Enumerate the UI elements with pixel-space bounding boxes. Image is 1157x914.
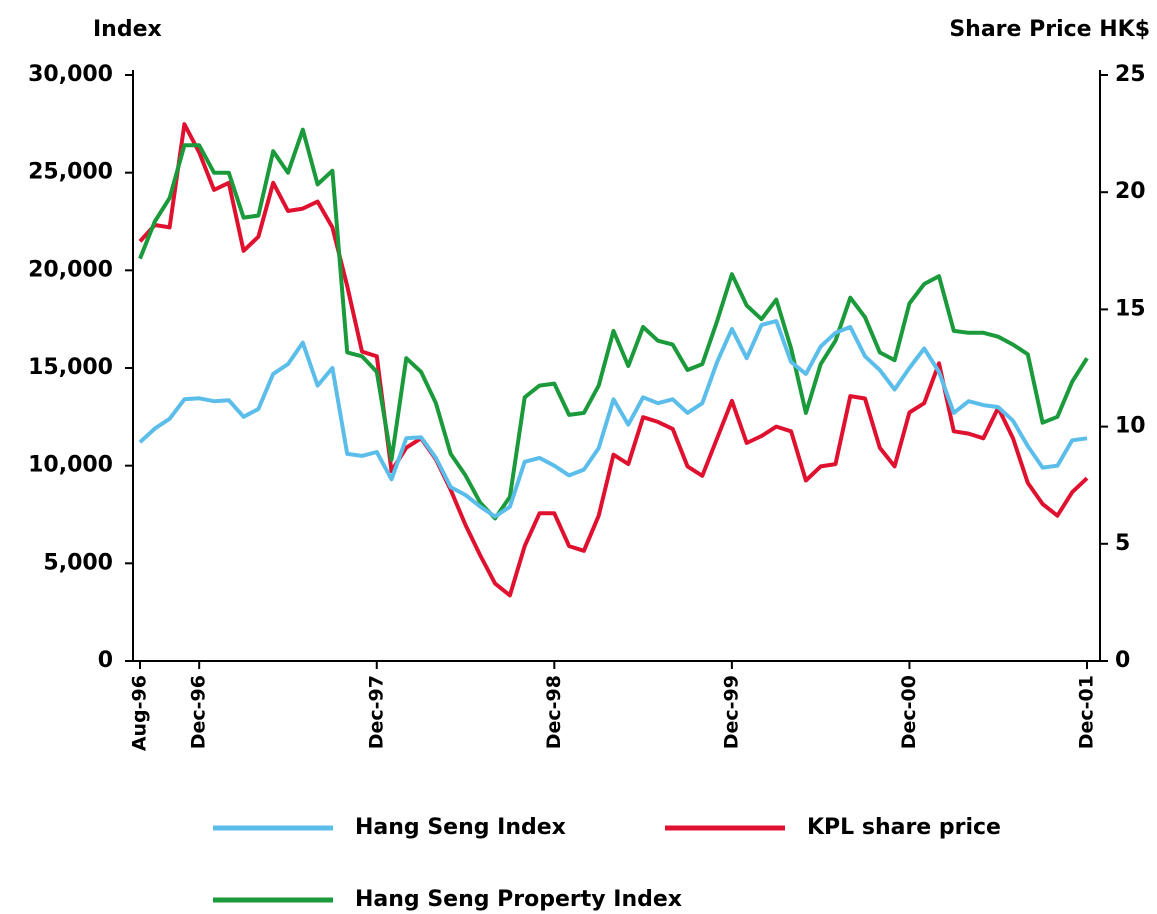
y2-tick-label: 0	[1115, 648, 1130, 673]
y-tick-label: 25,000	[28, 160, 113, 185]
y-tick-label: 10,000	[28, 453, 113, 478]
y2-tick-label: 15	[1115, 296, 1146, 321]
y2-tick-label: 25	[1115, 62, 1146, 87]
y-axis-title: Index	[93, 17, 162, 42]
x-tick-label: Dec-97	[365, 675, 387, 749]
x-tick-label: Dec-01	[1076, 675, 1098, 749]
legend-label: Hang Seng Property Index	[355, 887, 682, 912]
x-tick-label: Dec-00	[898, 675, 920, 749]
y2-tick-label: 10	[1115, 414, 1146, 439]
x-tick-label: Aug-96	[129, 675, 151, 751]
y-tick-label: 20,000	[28, 257, 113, 282]
series-line	[138, 122, 1089, 598]
y2-tick-label: 5	[1115, 531, 1130, 556]
y2-axis-title: Share Price HK$	[949, 17, 1150, 42]
x-tick-label: Dec-96	[188, 675, 210, 749]
y-tick-label: 30,000	[28, 62, 113, 87]
x-tick-label: Dec-98	[543, 675, 565, 749]
y-tick-label: 15,000	[28, 355, 113, 380]
legend-label: KPL share price	[807, 815, 1001, 840]
y-tick-label: 5,000	[43, 550, 113, 575]
legend-label: Hang Seng Index	[355, 815, 566, 840]
series-line	[138, 319, 1088, 519]
x-tick-label: Dec-99	[720, 675, 742, 749]
y-tick-label: 0	[98, 648, 113, 673]
y2-tick-label: 20	[1115, 179, 1146, 204]
series-line	[138, 127, 1089, 521]
